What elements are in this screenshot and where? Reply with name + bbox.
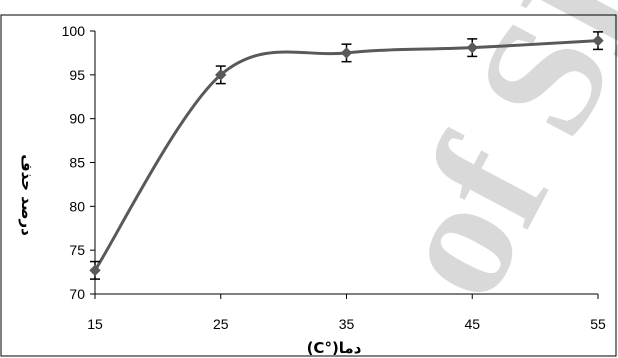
y-tick-label: 85 xyxy=(69,155,85,171)
series-layer xyxy=(93,39,599,272)
x-tick-label: 35 xyxy=(339,316,355,332)
diamond-marker xyxy=(340,47,353,59)
data-point xyxy=(89,260,101,280)
points-layer xyxy=(89,31,604,280)
diamond-marker xyxy=(466,41,478,54)
plot-border xyxy=(0,14,617,357)
x-tick-label: 15 xyxy=(87,316,103,332)
x-tick-label: 55 xyxy=(590,316,606,332)
data-point xyxy=(592,31,604,51)
y-axis-title: درصد حذف xyxy=(18,154,36,236)
series-line xyxy=(93,39,599,272)
y-tick-label: 90 xyxy=(69,111,85,127)
x-tick-label: 25 xyxy=(213,316,229,332)
x-tick-label: 45 xyxy=(464,316,480,332)
y-tick-label: 80 xyxy=(69,198,85,214)
data-point xyxy=(466,38,478,58)
y-tick-label: 75 xyxy=(69,242,85,258)
y-tick-label: 95 xyxy=(69,67,85,83)
diamond-marker xyxy=(89,264,101,277)
x-axis-title: دما(°C) xyxy=(307,339,362,357)
diamond-marker xyxy=(215,69,227,81)
diamond-marker xyxy=(592,34,604,47)
axes: 70 75 80 85 90 95 100 15 25 35 45 55 xyxy=(62,23,606,332)
data-point xyxy=(340,43,353,63)
y-tick-label: 100 xyxy=(62,23,86,39)
y-tick-label: 70 xyxy=(69,286,85,302)
data-point xyxy=(215,65,227,85)
